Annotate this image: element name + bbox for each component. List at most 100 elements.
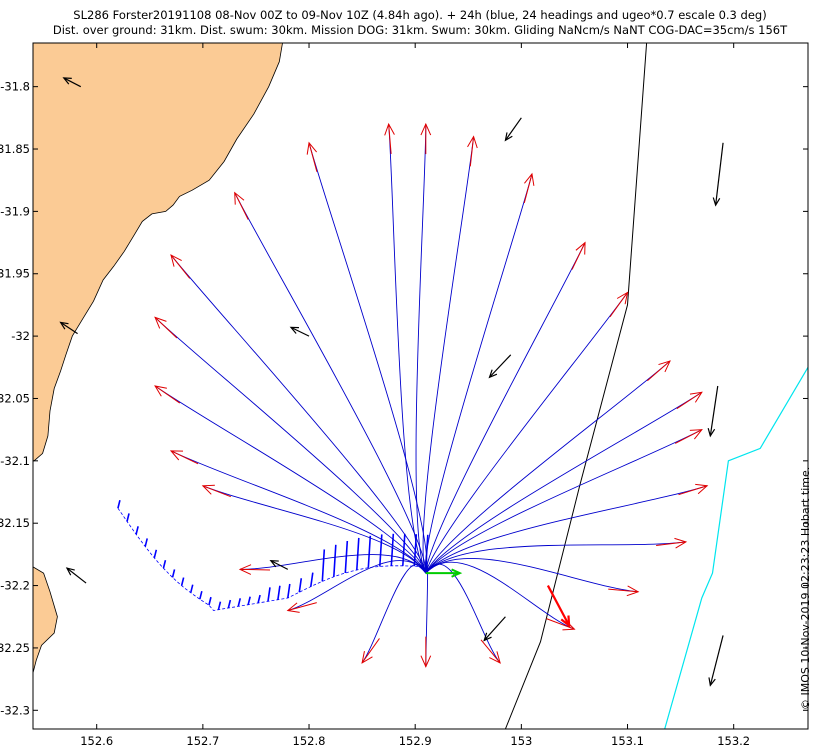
heading-arrow: [201, 484, 231, 498]
heading-arrow-shaft: [287, 602, 317, 611]
heading-arrow: [420, 636, 432, 668]
heading-arrow-head: [238, 564, 252, 575]
heading-arrow-shaft: [546, 618, 575, 630]
heading-arrow-shaft: [361, 638, 380, 664]
heading-arrow: [286, 602, 317, 613]
current-arrow-head: [504, 132, 513, 142]
track-vector: [267, 587, 271, 602]
current-arrow: [59, 321, 78, 335]
heading-arrow: [238, 564, 271, 575]
heading-line: [170, 450, 427, 574]
track-vector: [227, 599, 232, 609]
current-arrow: [712, 142, 724, 207]
title-line-2: Dist. over ground: 31km. Dist. swum: 30k…: [52, 23, 788, 37]
current-arrow-shaft: [483, 616, 506, 641]
y-tick-label: -32.3: [0, 703, 30, 717]
y-tick-label: 32.15: [0, 516, 30, 530]
heading-line: [422, 136, 475, 574]
heading-arrow-head: [201, 484, 215, 495]
heading-arrow-shaft: [170, 450, 199, 465]
heading-arrow-shaft: [234, 192, 249, 220]
heading-arrow-shaft: [674, 429, 703, 444]
current-arrow: [65, 567, 87, 584]
heading-arrow: [467, 135, 478, 167]
track-vector: [356, 537, 360, 571]
heading-arrow: [384, 122, 395, 155]
track-vector: [171, 569, 176, 578]
heading-arrow-shaft: [469, 136, 475, 167]
track-vector: [153, 549, 158, 559]
heading-arrow-head: [689, 429, 703, 440]
heading-arrow-shaft: [308, 142, 318, 172]
dac-arrow: [425, 568, 463, 578]
x-tick-label: 153.1: [611, 734, 644, 748]
track-vector: [333, 544, 337, 577]
heading-arrow-head: [154, 385, 167, 397]
current-arrow-head: [65, 567, 75, 576]
heading-line: [425, 429, 703, 574]
current-arrow: [488, 354, 512, 379]
current-arrow-shaft: [715, 142, 724, 206]
heading-line: [154, 385, 427, 574]
current-arrow-head: [62, 77, 72, 85]
heading-arrow-head: [420, 122, 432, 136]
current-arrow: [707, 385, 719, 438]
track-vector: [162, 559, 167, 569]
y-tick-label: -31.9: [0, 204, 30, 218]
y-tick-label: 32.25: [0, 641, 30, 655]
heading-arrow-shaft: [154, 385, 181, 404]
heading-arrow: [678, 483, 709, 496]
current-arrow-head: [708, 677, 716, 687]
track-vector: [247, 596, 251, 605]
plot-area: [33, 43, 808, 729]
current-arrow-head: [269, 559, 279, 568]
heading-line: [361, 563, 427, 664]
heading-arrow-shaft: [240, 568, 271, 571]
heading-line: [425, 391, 703, 574]
heading-arrow-head: [575, 241, 586, 255]
current-arrow: [483, 616, 506, 642]
current-arrow-shaft: [290, 326, 310, 337]
heading-arrow: [420, 122, 432, 155]
heading-arrow: [154, 316, 178, 339]
heading-line: [287, 560, 427, 611]
heading-arrow: [306, 141, 318, 172]
heading-arrow-head: [658, 360, 671, 373]
current-arrow-shaft: [709, 635, 724, 686]
current-arrow-head: [707, 428, 716, 438]
heading-arrow: [676, 391, 703, 410]
heading-line: [425, 242, 586, 574]
heading-arrow: [609, 291, 629, 318]
heading-arrow-head: [689, 391, 703, 403]
heading-arrow: [656, 537, 688, 549]
heading-line: [425, 541, 686, 574]
heading-arrow: [361, 638, 380, 664]
y-tick-label: 31.85: [0, 142, 30, 156]
cyan-contour-line: [664, 366, 808, 729]
heading-line: [425, 292, 628, 574]
x-tick-label: 152.6: [80, 734, 113, 748]
heading-arrow-head: [467, 135, 478, 149]
heading-line: [202, 485, 427, 574]
track-vector: [321, 549, 326, 582]
track-vector: [257, 594, 261, 604]
land-north: [33, 43, 283, 462]
heading-arrow-head: [170, 254, 182, 267]
current-arrow-head: [289, 326, 299, 334]
current-arrow-shaft: [63, 77, 82, 88]
track-vector: [237, 598, 242, 607]
heading-line: [240, 554, 427, 574]
heading-arrow-shaft: [202, 485, 231, 498]
y-tick-label: -31.8: [0, 80, 30, 94]
title-line-1: SL286 Forster20191108 08-Nov 00Z to 09-N…: [73, 8, 767, 22]
heading-arrow: [154, 385, 181, 404]
heading-arrow: [608, 585, 640, 597]
heading-arrow-shaft: [678, 485, 708, 496]
heading-arrow-head: [361, 651, 373, 664]
heading-line: [170, 254, 427, 574]
heading-arrow-head: [626, 585, 640, 597]
heading-line: [425, 563, 501, 664]
track-vector: [117, 500, 121, 509]
current-arrow-shaft: [504, 117, 522, 141]
